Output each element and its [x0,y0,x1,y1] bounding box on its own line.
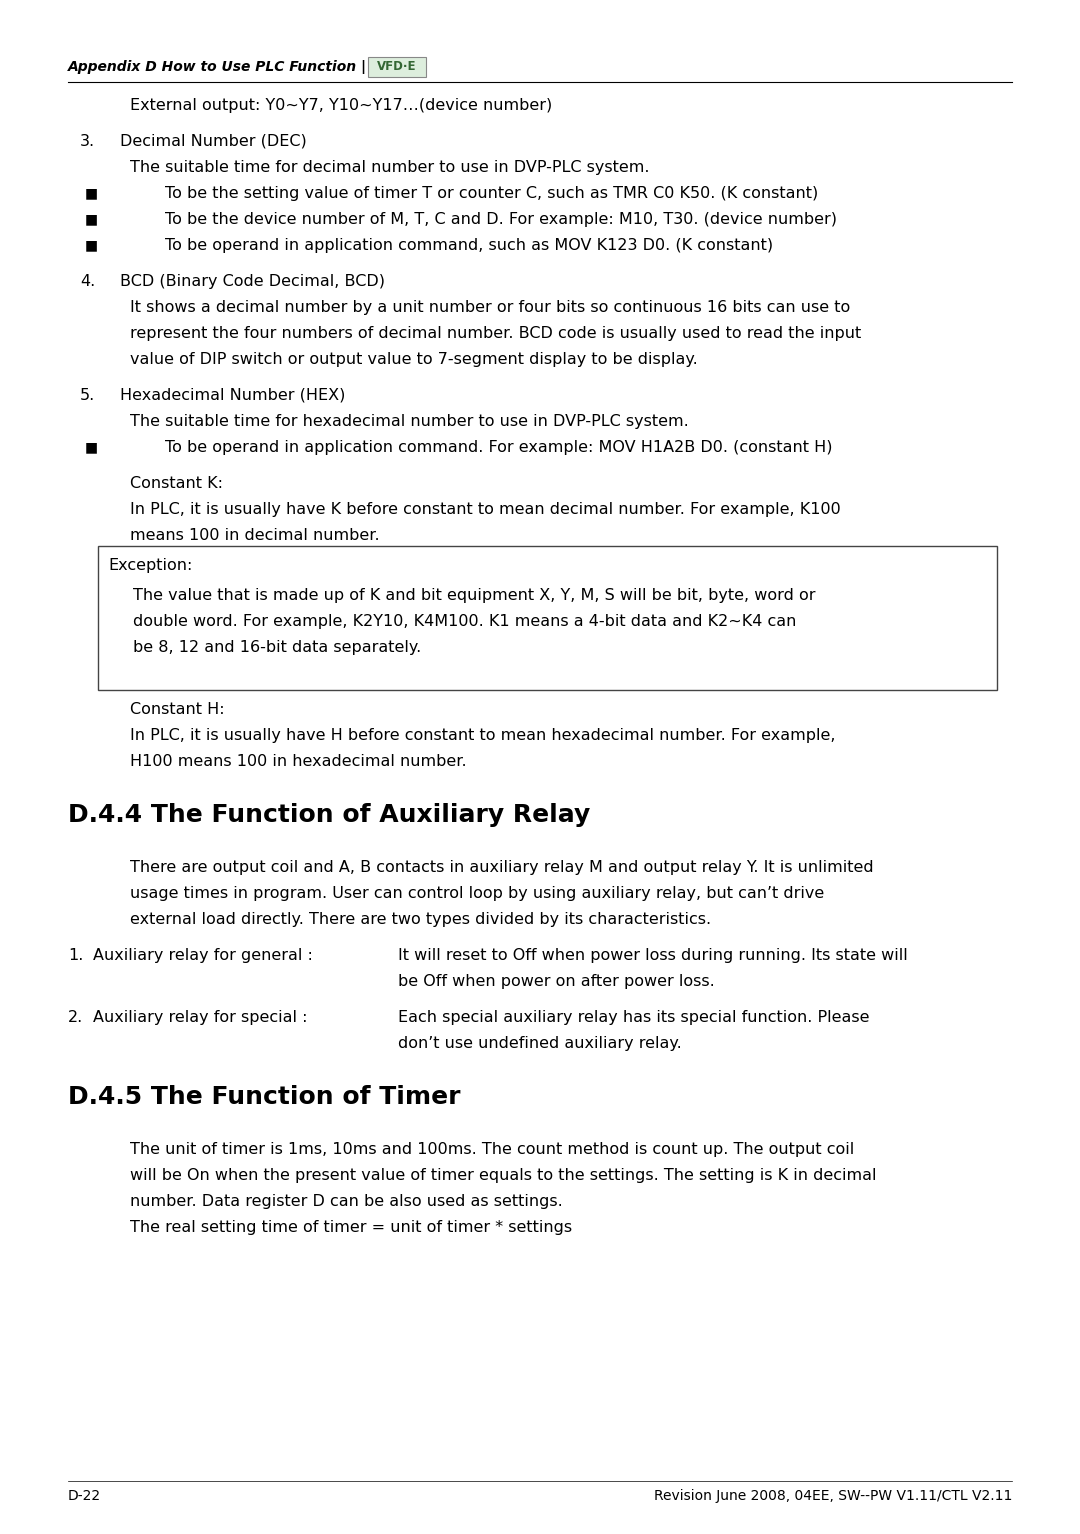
Text: D.4.4 The Function of Auxiliary Relay: D.4.4 The Function of Auxiliary Relay [68,804,591,827]
Text: To be the device number of M, T, C and D. For example: M10, T30. (device number): To be the device number of M, T, C and D… [165,212,837,227]
Text: usage times in program. User can control loop by using auxiliary relay, but can’: usage times in program. User can control… [130,887,824,900]
Text: BCD (Binary Code Decimal, BCD): BCD (Binary Code Decimal, BCD) [120,275,384,288]
Text: Exception:: Exception: [108,558,192,574]
Text: be Off when power on after power loss.: be Off when power on after power loss. [399,974,715,989]
Text: Hexadecimal Number (HEX): Hexadecimal Number (HEX) [120,388,346,403]
Text: 3.: 3. [80,133,95,149]
Text: Auxiliary relay for special :: Auxiliary relay for special : [93,1009,308,1025]
Text: The suitable time for decimal number to use in DVP-PLC system.: The suitable time for decimal number to … [130,160,649,175]
Text: means 100 in decimal number.: means 100 in decimal number. [130,528,380,543]
Text: Appendix D How to Use PLC Function |: Appendix D How to Use PLC Function | [68,60,367,74]
Text: In PLC, it is usually have K before constant to mean decimal number. For example: In PLC, it is usually have K before cons… [130,502,840,517]
Text: It shows a decimal number by a unit number or four bits so continuous 16 bits ca: It shows a decimal number by a unit numb… [130,301,850,314]
Text: Auxiliary relay for general :: Auxiliary relay for general : [93,948,313,963]
Text: H100 means 100 in hexadecimal number.: H100 means 100 in hexadecimal number. [130,755,467,769]
Text: Revision June 2008, 04EE, SW--PW V1.11/CTL V2.11: Revision June 2008, 04EE, SW--PW V1.11/C… [653,1490,1012,1503]
Bar [98,546,997,690]
Bar [368,57,426,77]
Text: VFD·E: VFD·E [377,60,417,74]
Text: ■: ■ [85,212,98,225]
Text: number. Data register D can be also used as settings.: number. Data register D can be also used… [130,1193,563,1209]
Text: Constant K:: Constant K: [130,476,222,491]
Text: The value that is made up of K and bit equipment X, Y, M, S will be bit, byte, w: The value that is made up of K and bit e… [133,588,815,603]
Text: value of DIP switch or output value to 7-segment display to be display.: value of DIP switch or output value to 7… [130,351,698,367]
Text: To be operand in application command. For example: MOV H1A2B D0. (constant H): To be operand in application command. Fo… [165,440,833,456]
Text: D.4.5 The Function of Timer: D.4.5 The Function of Timer [68,1085,460,1109]
Text: The real setting time of timer = unit of timer * settings: The real setting time of timer = unit of… [130,1220,572,1235]
Text: It will reset to Off when power loss during running. Its state will: It will reset to Off when power loss dur… [399,948,908,963]
Text: external load directly. There are two types divided by its characteristics.: external load directly. There are two ty… [130,913,711,927]
Text: 5.: 5. [80,388,95,403]
Text: will be On when the present value of timer equals to the settings. The setting i: will be On when the present value of tim… [130,1167,877,1183]
Text: represent the four numbers of decimal number. BCD code is usually used to read t: represent the four numbers of decimal nu… [130,327,861,341]
Text: Each special auxiliary relay has its special function. Please: Each special auxiliary relay has its spe… [399,1009,869,1025]
Text: be 8, 12 and 16-bit data separately.: be 8, 12 and 16-bit data separately. [133,640,421,655]
Text: Constant H:: Constant H: [130,703,225,718]
Text: ■: ■ [85,186,98,199]
Text: External output: Y0~Y7, Y10~Y17…(device number): External output: Y0~Y7, Y10~Y17…(device … [130,98,552,114]
Text: ■: ■ [85,440,98,454]
Text: 4.: 4. [80,275,95,288]
Text: don’t use undefined auxiliary relay.: don’t use undefined auxiliary relay. [399,1035,681,1051]
Text: To be the setting value of timer T or counter C, such as TMR C0 K50. (K constant: To be the setting value of timer T or co… [165,186,819,201]
Text: In PLC, it is usually have H before constant to mean hexadecimal number. For exa: In PLC, it is usually have H before cons… [130,729,836,742]
Text: ■: ■ [85,238,98,252]
Text: There are output coil and A, B contacts in auxiliary relay M and output relay Y.: There are output coil and A, B contacts … [130,861,874,874]
Text: 1.: 1. [68,948,83,963]
Text: 2.: 2. [68,1009,83,1025]
Text: The unit of timer is 1ms, 10ms and 100ms. The count method is count up. The outp: The unit of timer is 1ms, 10ms and 100ms… [130,1141,854,1157]
Text: To be operand in application command, such as MOV K123 D0. (K constant): To be operand in application command, su… [165,238,773,253]
Text: D-22: D-22 [68,1490,102,1503]
Text: double word. For example, K2Y10, K4M100. K1 means a 4-bit data and K2~K4 can: double word. For example, K2Y10, K4M100.… [133,614,796,629]
Text: The suitable time for hexadecimal number to use in DVP-PLC system.: The suitable time for hexadecimal number… [130,414,689,430]
Text: Decimal Number (DEC): Decimal Number (DEC) [120,133,307,149]
